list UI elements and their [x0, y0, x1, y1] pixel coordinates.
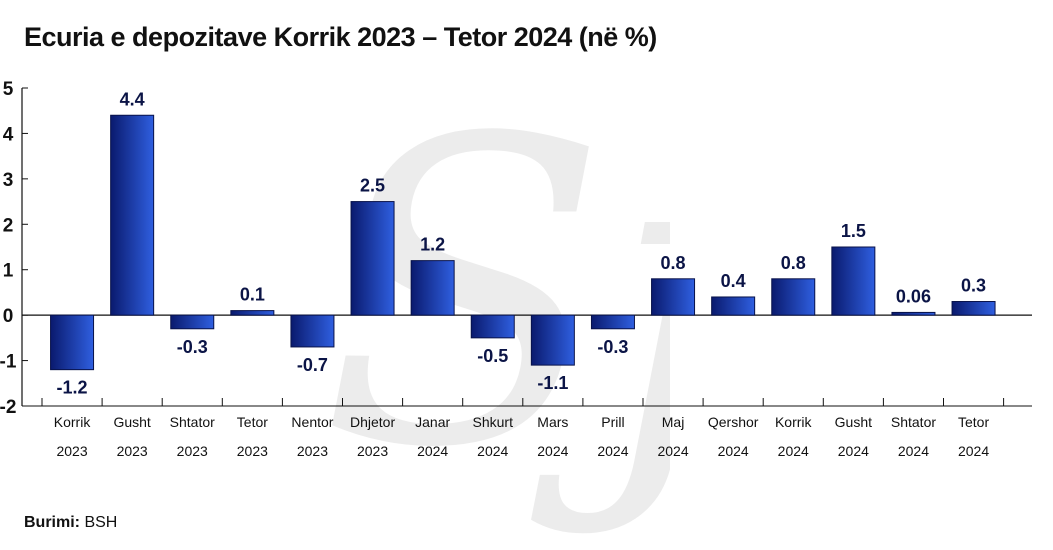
y-tick-label: 3 — [3, 170, 14, 191]
data-label: 1.5 — [841, 221, 866, 241]
x-tick-label-year: 2023 — [237, 443, 268, 459]
bar — [831, 246, 876, 316]
x-tick-label-year: 2024 — [417, 443, 448, 459]
data-label: 1.2 — [420, 235, 445, 255]
x-tick-label-month: Qershor — [708, 414, 759, 430]
data-label: 0.8 — [661, 253, 686, 273]
x-tick-label-year: 2023 — [117, 443, 148, 459]
x-tick-label-year: 2024 — [477, 443, 508, 459]
bar — [530, 314, 575, 366]
x-tick-label-month: Prill — [601, 414, 624, 430]
x-tick-label-month: Nentor — [291, 414, 333, 430]
x-tick-label-year: 2024 — [657, 443, 688, 459]
x-tick-label-year: 2023 — [56, 443, 87, 459]
x-tick-label-month: Tetor — [237, 414, 268, 430]
x-tick-label-year: 2024 — [778, 443, 809, 459]
x-tick-label-year: 2024 — [718, 443, 749, 459]
bar — [711, 296, 756, 316]
data-label: -0.5 — [477, 346, 508, 366]
x-tick-label-month: Janar — [415, 414, 450, 430]
x-tick-label-year: 2023 — [297, 443, 328, 459]
data-label: 0.3 — [961, 276, 986, 296]
x-tick-label-month: Shtator — [170, 414, 215, 430]
data-label: 0.1 — [240, 285, 265, 305]
y-tick-label: 4 — [3, 124, 14, 145]
x-tick-label-month: Korrik — [775, 414, 813, 430]
data-label: -0.7 — [297, 355, 328, 375]
x-tick-label-month: Shkurt — [473, 414, 514, 430]
y-tick-label: 5 — [3, 79, 14, 100]
data-label: 0.4 — [721, 271, 746, 291]
bar — [290, 314, 335, 348]
x-tick-label-year: 2024 — [597, 443, 628, 459]
source-label: Burimi: — [24, 514, 80, 531]
x-tick-label-year: 2024 — [537, 443, 568, 459]
source-note: Burimi: BSH — [24, 514, 117, 532]
y-tick-label: -2 — [0, 397, 16, 418]
bar — [410, 260, 455, 316]
data-label: -1.2 — [57, 378, 88, 398]
x-tick-label-year: 2024 — [958, 443, 989, 459]
x-tick-label-month: Maj — [662, 414, 685, 430]
bar — [230, 310, 275, 316]
x-tick-label-month: Tetor — [958, 414, 989, 430]
x-tick-label-month: Dhjetor — [350, 414, 395, 430]
y-tick-label: 0 — [3, 306, 14, 327]
x-tick-label-year: 2023 — [357, 443, 388, 459]
bar — [891, 311, 936, 316]
source-value: BSH — [84, 514, 118, 531]
x-tick-label-month: Shtator — [891, 414, 936, 430]
bar — [590, 314, 635, 330]
x-tick-label-year: 2023 — [177, 443, 208, 459]
data-label: 0.06 — [896, 286, 931, 306]
data-label: 2.5 — [360, 176, 385, 196]
x-tick-label-month: Korrik — [54, 414, 92, 430]
x-tick-label-year: 2024 — [838, 443, 869, 459]
data-label: 0.8 — [781, 253, 806, 273]
bar — [50, 314, 95, 371]
bar — [651, 278, 696, 316]
data-label: -0.3 — [177, 337, 208, 357]
data-label: 4.4 — [120, 89, 145, 109]
y-tick-label: 2 — [3, 215, 14, 236]
bar — [170, 314, 215, 330]
y-tick-label: -1 — [0, 352, 17, 373]
x-tick-label-month: Mars — [537, 414, 568, 430]
x-tick-label-year: 2024 — [898, 443, 929, 459]
bar — [350, 201, 395, 316]
bar — [771, 278, 816, 316]
bar — [110, 114, 155, 316]
bar-chart: 5 4 3 2 1 0 -1 -2 -1.2 Korrik 2023 4.4 Gusht 2023 -0.3… — [0, 79, 1032, 459]
y-tick-label: 1 — [3, 261, 14, 282]
bar — [470, 314, 515, 339]
data-label: -0.3 — [597, 337, 628, 357]
x-tick-label-month: Gusht — [835, 414, 872, 430]
bar — [951, 301, 996, 316]
data-label: -1.1 — [537, 373, 568, 393]
x-tick-label-month: Gusht — [113, 414, 150, 430]
chart-title: Ecuria e depozitave Korrik 2023 – Tetor … — [24, 22, 657, 52]
